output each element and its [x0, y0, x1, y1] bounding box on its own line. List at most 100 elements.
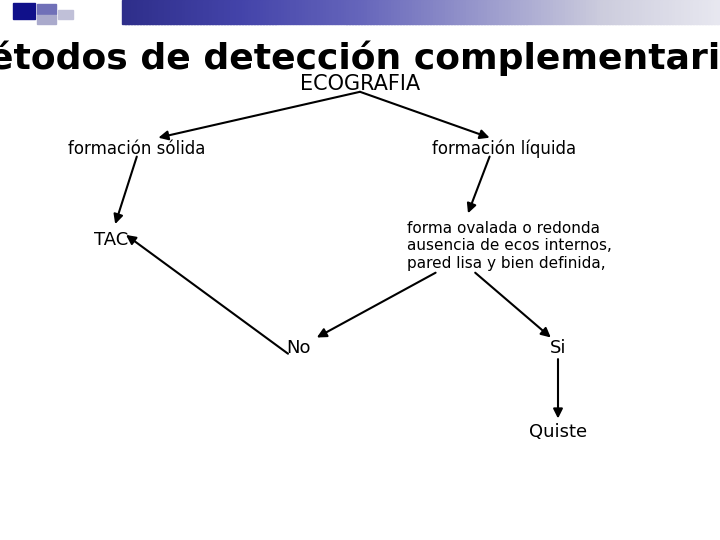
Bar — [600, 0, 604, 24]
Bar — [233, 0, 237, 24]
Bar — [320, 0, 323, 24]
Bar — [367, 0, 371, 24]
Bar — [138, 0, 141, 24]
Bar — [185, 0, 189, 24]
Bar — [323, 0, 326, 24]
Bar — [439, 0, 443, 24]
Bar — [559, 0, 562, 24]
Bar — [230, 0, 234, 24]
Bar — [269, 0, 272, 24]
Bar — [307, 0, 311, 24]
Bar — [200, 0, 204, 24]
Bar — [648, 0, 652, 24]
Bar — [427, 0, 431, 24]
Bar — [445, 0, 449, 24]
Bar — [248, 0, 251, 24]
Bar — [164, 0, 168, 24]
Bar — [634, 0, 637, 24]
Bar — [508, 0, 511, 24]
Bar — [58, 10, 73, 19]
Bar — [517, 0, 521, 24]
Bar — [305, 0, 308, 24]
Bar — [588, 0, 593, 24]
Text: formación sólida: formación sólida — [68, 139, 205, 158]
Bar — [174, 0, 177, 24]
Bar — [392, 0, 395, 24]
Bar — [418, 0, 422, 24]
Bar — [564, 0, 568, 24]
Bar — [666, 0, 670, 24]
Bar — [413, 0, 416, 24]
Bar — [631, 0, 634, 24]
Bar — [484, 0, 487, 24]
Bar — [343, 0, 347, 24]
Bar — [469, 0, 473, 24]
Bar — [167, 0, 171, 24]
Text: No: No — [287, 339, 311, 357]
Bar — [179, 0, 183, 24]
Bar — [221, 0, 225, 24]
Bar — [143, 0, 147, 24]
Bar — [156, 0, 159, 24]
Bar — [433, 0, 437, 24]
Bar — [140, 0, 144, 24]
Bar — [328, 0, 332, 24]
Bar — [511, 0, 515, 24]
Bar — [317, 0, 320, 24]
Bar — [582, 0, 586, 24]
Bar — [693, 0, 697, 24]
Bar — [490, 0, 494, 24]
Bar — [302, 0, 305, 24]
Bar — [194, 0, 198, 24]
Bar — [209, 0, 213, 24]
Bar — [293, 0, 297, 24]
Bar — [430, 0, 434, 24]
Bar — [254, 0, 258, 24]
Bar — [299, 0, 302, 24]
Text: Si: Si — [550, 339, 566, 357]
Bar — [395, 0, 398, 24]
Bar — [544, 0, 547, 24]
Bar — [289, 0, 294, 24]
Bar — [505, 0, 508, 24]
Bar — [236, 0, 240, 24]
Bar — [442, 0, 446, 24]
Bar — [388, 0, 392, 24]
Bar — [520, 0, 523, 24]
Bar — [496, 0, 500, 24]
Bar — [310, 0, 315, 24]
Bar — [281, 0, 284, 24]
Bar — [278, 0, 282, 24]
Bar — [188, 0, 192, 24]
Bar — [131, 0, 135, 24]
Bar — [699, 0, 703, 24]
Bar — [409, 0, 413, 24]
Bar — [663, 0, 667, 24]
Bar — [660, 0, 664, 24]
Bar — [359, 0, 362, 24]
Bar — [379, 0, 383, 24]
Bar — [203, 0, 207, 24]
Bar — [580, 0, 583, 24]
Bar — [627, 0, 631, 24]
Bar — [466, 0, 469, 24]
Bar — [415, 0, 419, 24]
Bar — [606, 0, 610, 24]
Bar — [13, 3, 35, 19]
Bar — [609, 0, 613, 24]
Bar — [639, 0, 643, 24]
Bar — [227, 0, 230, 24]
Bar — [257, 0, 261, 24]
Bar — [472, 0, 476, 24]
Bar — [284, 0, 287, 24]
Bar — [487, 0, 490, 24]
Bar — [224, 0, 228, 24]
Bar — [463, 0, 467, 24]
Bar — [717, 0, 720, 24]
Bar — [457, 0, 461, 24]
Text: Métodos de detección complementarios: Métodos de detección complementarios — [0, 40, 720, 76]
Bar — [598, 0, 601, 24]
Bar — [451, 0, 455, 24]
Bar — [341, 0, 344, 24]
Bar — [406, 0, 410, 24]
